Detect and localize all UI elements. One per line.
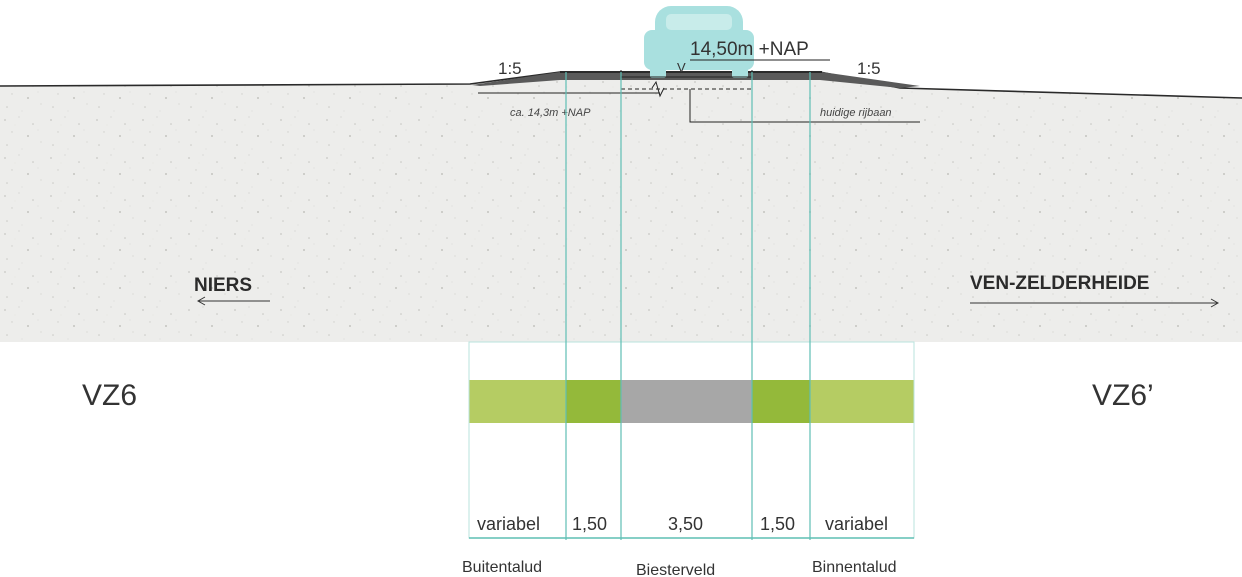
- width-label-verge-left: 1,50: [572, 514, 607, 534]
- strip-outer-left: [469, 380, 566, 423]
- strip-outer-right: [810, 380, 914, 423]
- width-label-verge-right: 1,50: [760, 514, 795, 534]
- width-label-outer-right: variabel: [825, 514, 888, 534]
- road-embankment: [472, 72, 920, 88]
- level-break-mark: [651, 80, 665, 98]
- width-label-outer-left: variabel: [477, 514, 540, 534]
- zone-label-buitentalud: Buitentalud: [462, 559, 542, 576]
- direction-left-label: NIERS: [194, 275, 252, 296]
- level-right-label: huidige rijbaan: [820, 107, 892, 119]
- width-label-road: 3,50: [668, 514, 703, 534]
- profile-code-left: VZ6: [82, 379, 137, 412]
- zone-label-binnentalud: Binnentalud: [812, 559, 897, 576]
- guide-box: [468, 341, 915, 539]
- direction-right-arrowhead: [1210, 298, 1220, 308]
- strip-road: [621, 380, 752, 423]
- profile-code-right: VZ6’: [1092, 379, 1154, 412]
- direction-left-arrowhead: [196, 296, 206, 306]
- level-bracket-right: [689, 89, 920, 123]
- slope-left-label: 1:5: [498, 59, 522, 78]
- strip-verge-right: [752, 380, 810, 423]
- strip-verge-left: [566, 380, 621, 423]
- elevation-label: 14,50m +NAP: [690, 39, 809, 60]
- direction-right-label: VEN-ZELDERHEIDE: [970, 273, 1149, 294]
- slope-right-label: 1:5: [857, 59, 881, 78]
- level-left-label: ca. 14,3m +NAP: [510, 107, 591, 119]
- zone-label-biesterveld: Biesterveld: [636, 562, 715, 577]
- level-marker-label: V: [677, 60, 686, 75]
